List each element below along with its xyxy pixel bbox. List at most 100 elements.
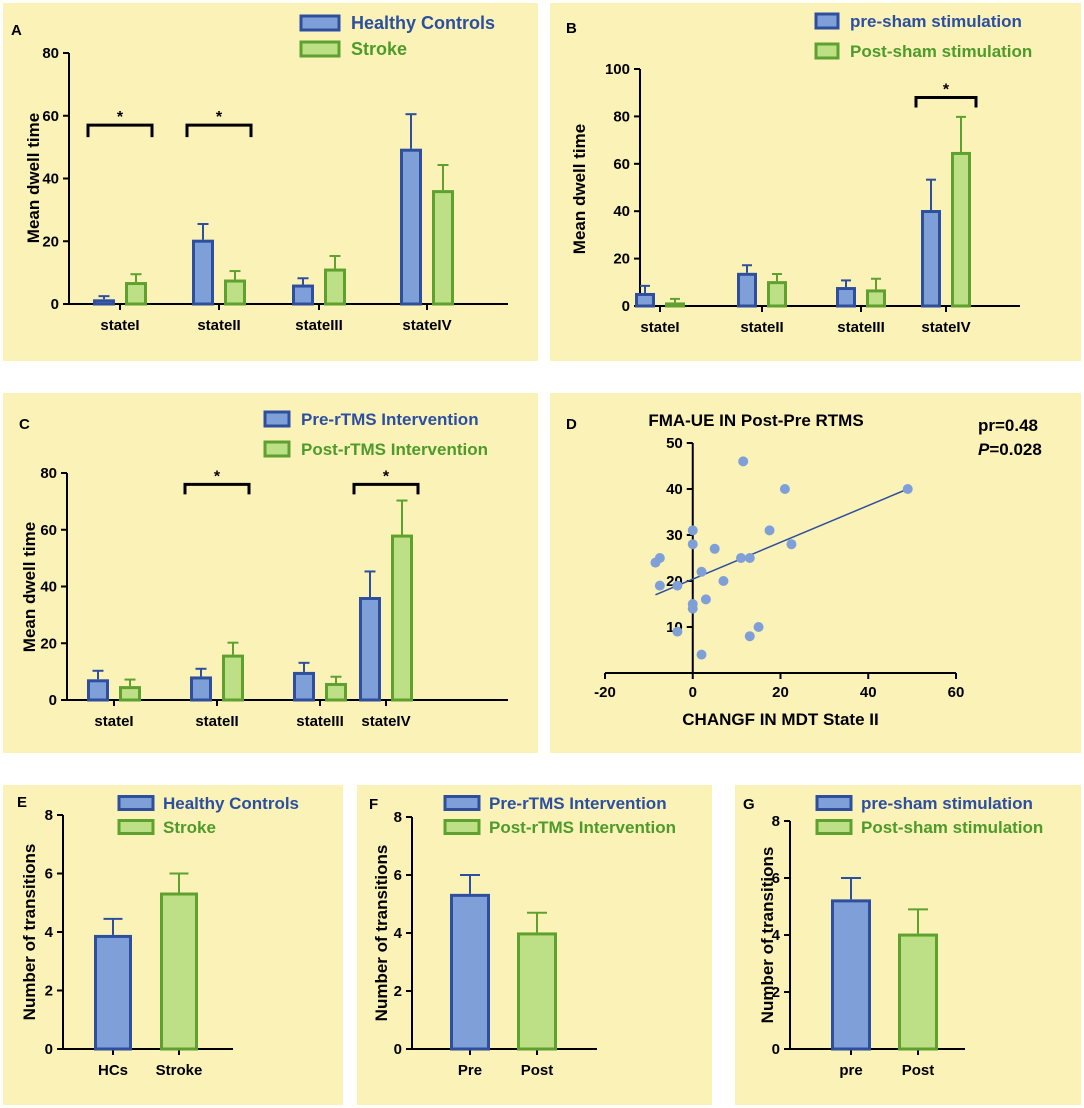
bar [119,686,141,702]
chart-g: G Number of transitions 0 2 4 6 8 pre Post pre-sh… [743,794,1043,1079]
x-tick-label: stateIV [402,317,451,334]
panel-g: G Number of transitions 0 2 4 6 8 pre Post pre-sh… [735,785,1081,1105]
x-tick-label: 40 [860,684,877,701]
scatter-point [744,631,755,642]
bar [450,893,490,1051]
bar [94,934,132,1051]
y-axis-label: Mean dwell time [20,522,39,652]
chart-title: FMA-UE IN Post-Pre RTMS [648,411,863,430]
y-tick-label: 50 [666,435,683,452]
scatter-point [654,580,665,591]
y-tick-label: 8 [394,809,402,826]
y-tick-label: 80 [613,108,630,125]
scatter-point [696,566,707,577]
significance-bracket [185,123,253,138]
bar [292,284,314,306]
y-tick-label: 6 [394,867,402,884]
panel-letter: A [11,22,22,39]
scatter-point [779,484,790,494]
bar [324,268,346,306]
y-tick-label: 4 [394,925,403,942]
bar [125,282,147,306]
bar [224,279,246,306]
scatter-point [736,553,747,563]
y-tick-label: 20 [42,233,59,250]
x-tick-label: Stroke [156,1062,203,1079]
y-tick-label: 20 [40,635,57,652]
y-tick-label: 20 [613,251,630,268]
bar [160,892,198,1051]
bar [951,151,971,308]
y-axis-label: Number of transitions [758,847,777,1024]
panel-b: B Mean dwell time 0 20 40 60 80 100 stateI stateI… [550,3,1081,361]
bar [359,596,381,702]
legend-label: Healthy Controls [163,794,299,813]
y-tick-label: 60 [40,522,57,539]
y-tick-label: 8 [45,807,53,824]
x-tick-label: -20 [594,684,616,701]
y-tick-label: 6 [772,870,780,887]
stat-r: pr=0.48 [978,416,1038,435]
y-axis-label: Mean dwell time [24,113,43,243]
scatter-point [764,525,775,536]
panel-letter: D [566,416,577,433]
y-tick-label: 6 [45,866,53,883]
y-axis-label: Number of transitions [20,844,39,1021]
panel-letter: B [566,20,577,37]
panel-f: F Number of transitions 0 2 4 6 8 Pre Post Pre-rT… [357,785,712,1105]
x-tick-label: stateI [100,317,139,334]
x-tick-label: stateIII [295,317,343,334]
legend-label: Post-rTMS Intervention [301,440,488,459]
scatter-point [709,543,720,554]
legend-swatch [443,819,481,835]
bar [836,287,856,308]
chart-c: C Mean dwell time 0 20 40 60 80 stateI stateII st… [19,410,508,730]
bar [831,899,871,1051]
legend-swatch [263,410,291,428]
y-tick-label: 8 [772,813,780,830]
bar [517,932,557,1051]
y-axis-label: Mean dwell time [570,124,589,254]
panel-letter: G [743,796,755,813]
significance-marker: * [943,81,950,98]
y-tick-label: 0 [51,296,59,313]
bar [192,239,214,306]
scatter-point [753,622,764,632]
x-tick-label: 60 [948,684,965,701]
y-tick-label: 40 [40,579,57,596]
scatter-point [700,594,711,605]
scatter-point [786,539,797,550]
x-tick-label: stateIV [361,713,410,730]
scatter-point [902,484,913,494]
y-tick-label: 4 [772,927,781,944]
x-tick-label: 0 [689,684,697,701]
y-tick-label: 80 [42,45,59,62]
y-axis-label: Number of transitions [372,845,391,1022]
legend-swatch [815,819,853,835]
y-tick-label: 2 [45,983,53,1000]
bar [293,671,315,702]
bar [737,272,757,308]
x-tick-label: stateI [640,319,679,336]
panel-d: D FMA-UE IN Post-Pre RTMS pr=0.48 P=0.028 10… [550,393,1081,753]
x-tick-label: Post [902,1062,935,1079]
stat-p-value: =0.028 [989,440,1041,459]
bar [635,292,655,308]
significance-marker: * [214,468,221,485]
bar [325,682,347,702]
y-tick-label: 4 [45,924,54,941]
panel-a: A Mean dwell time 0 20 40 60 80 stateI stateII st… [3,3,538,361]
legend-swatch [814,12,840,30]
scatter-point [687,603,698,614]
bar [921,210,941,308]
stat-p-symbol: P [978,440,990,459]
legend-swatch [117,819,155,835]
bar [222,654,244,702]
x-tick-label: 20 [772,684,789,701]
x-tick-label: HCs [98,1062,128,1079]
chart-b: B Mean dwell time 0 20 40 60 80 100 stateI stateI… [566,12,1032,336]
legend-swatch [815,795,853,811]
scatter-point [687,539,698,550]
panel-letter: F [369,796,378,813]
bar [87,679,109,702]
